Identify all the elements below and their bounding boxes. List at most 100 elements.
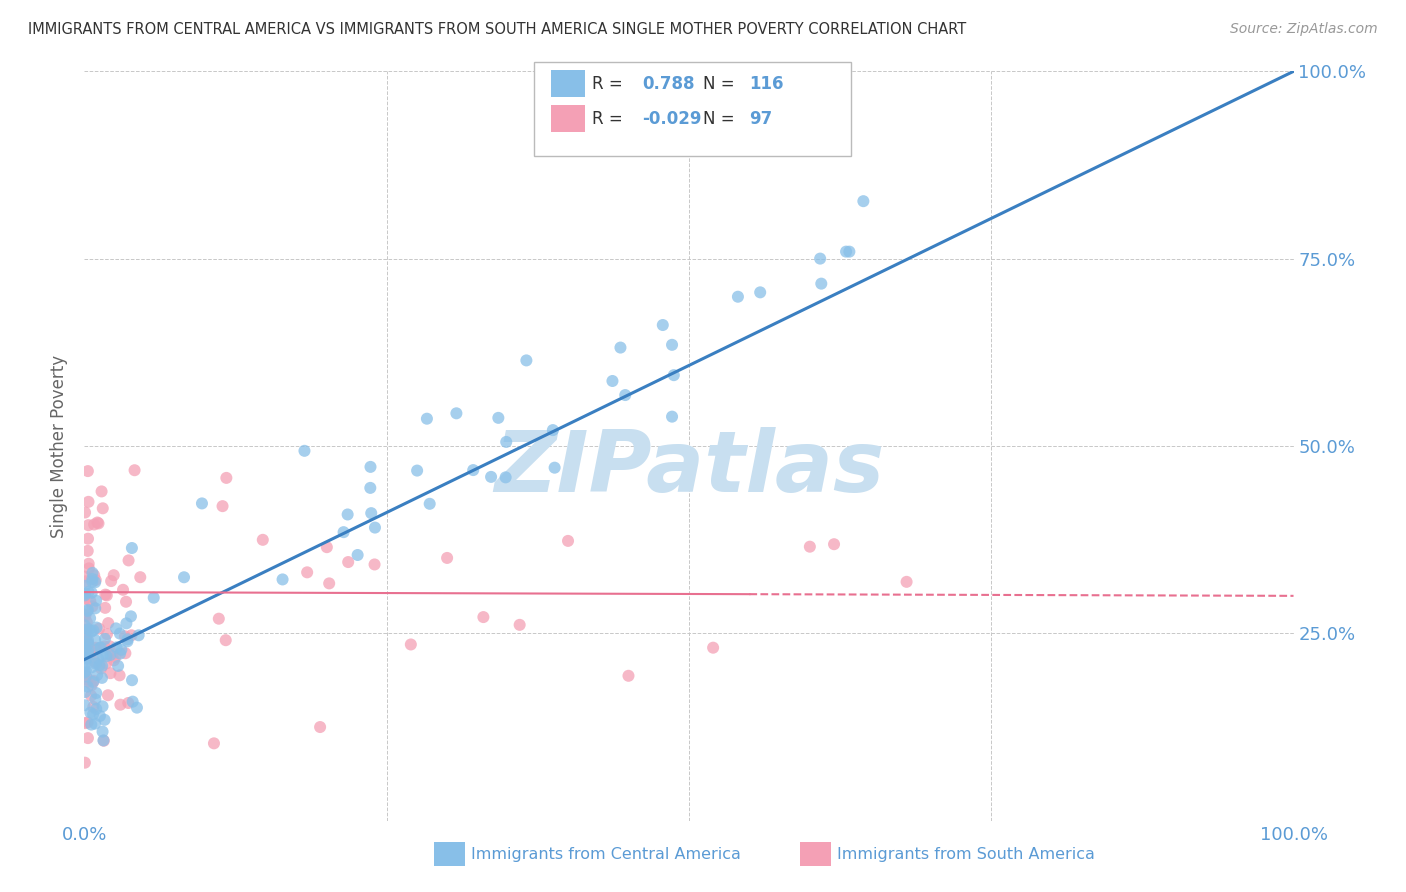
Point xyxy=(364,520,387,534)
Point xyxy=(76,674,98,689)
Point xyxy=(799,540,821,554)
Point xyxy=(472,610,495,624)
Point xyxy=(77,642,100,657)
Point xyxy=(117,634,139,648)
Point xyxy=(80,660,103,674)
Point xyxy=(810,277,832,291)
Point xyxy=(77,731,100,745)
Point xyxy=(75,632,97,646)
Point xyxy=(82,700,104,714)
Point xyxy=(602,374,624,388)
Point xyxy=(91,724,114,739)
Text: Source: ZipAtlas.com: Source: ZipAtlas.com xyxy=(1230,22,1378,37)
Point xyxy=(617,669,640,683)
Point xyxy=(121,541,143,555)
Point xyxy=(82,707,104,722)
Point xyxy=(89,709,111,723)
Point xyxy=(75,506,97,520)
Point xyxy=(73,607,96,622)
Point xyxy=(896,574,918,589)
Point xyxy=(399,638,422,652)
Point xyxy=(84,702,107,716)
Point xyxy=(77,603,100,617)
Point xyxy=(86,621,108,635)
Y-axis label: Single Mother Poverty: Single Mother Poverty xyxy=(51,354,69,538)
Point xyxy=(76,648,98,662)
Point xyxy=(73,665,96,680)
Point xyxy=(75,668,97,682)
Point xyxy=(84,593,107,607)
Point xyxy=(125,700,148,714)
Point xyxy=(75,650,97,665)
Point xyxy=(662,368,685,383)
Point xyxy=(77,585,100,599)
Point xyxy=(346,548,368,562)
Point xyxy=(87,516,110,531)
Point xyxy=(446,406,468,420)
Point xyxy=(835,244,858,259)
Text: R =: R = xyxy=(592,75,628,93)
Point xyxy=(749,285,772,300)
Point xyxy=(75,643,97,657)
Point xyxy=(96,649,118,664)
Point xyxy=(75,632,97,647)
Point xyxy=(124,463,146,477)
Point xyxy=(191,496,214,510)
Point xyxy=(108,647,131,661)
Point xyxy=(406,464,429,478)
Point xyxy=(82,566,104,580)
Point xyxy=(93,713,115,727)
Point xyxy=(271,573,294,587)
Point xyxy=(543,460,565,475)
Point xyxy=(495,434,517,449)
Point xyxy=(336,508,359,522)
Point xyxy=(479,470,502,484)
Point xyxy=(104,650,127,665)
Point xyxy=(91,501,114,516)
Point xyxy=(73,659,96,673)
Point xyxy=(96,657,118,671)
Point xyxy=(115,595,138,609)
Point xyxy=(103,653,125,667)
Point xyxy=(82,675,104,690)
Point xyxy=(76,715,98,730)
Point xyxy=(84,573,107,587)
Point xyxy=(107,659,129,673)
Point xyxy=(121,673,143,688)
Point xyxy=(101,647,124,661)
Point xyxy=(121,695,143,709)
Point xyxy=(97,616,120,631)
Point xyxy=(76,623,98,637)
Point xyxy=(98,648,121,662)
Point xyxy=(96,588,118,602)
Point xyxy=(82,624,104,638)
Point xyxy=(75,652,97,666)
Point xyxy=(84,575,107,590)
Point xyxy=(77,623,100,637)
Text: N =: N = xyxy=(703,110,740,128)
Point xyxy=(360,506,382,520)
Point xyxy=(77,518,100,533)
Point xyxy=(359,481,381,495)
Point xyxy=(100,666,122,681)
Point xyxy=(97,688,120,702)
Point xyxy=(103,568,125,582)
Point xyxy=(77,636,100,650)
Point xyxy=(79,706,101,720)
Point xyxy=(838,244,860,259)
Point xyxy=(120,628,142,642)
Point xyxy=(94,600,117,615)
Text: -0.029: -0.029 xyxy=(643,110,702,128)
Point xyxy=(114,629,136,643)
Point xyxy=(73,586,96,600)
Point xyxy=(76,680,98,694)
Point xyxy=(318,576,340,591)
Point xyxy=(76,544,98,558)
Point xyxy=(614,388,637,402)
Point xyxy=(114,646,136,660)
Point xyxy=(91,648,114,663)
Point xyxy=(315,540,337,554)
Point xyxy=(93,640,115,654)
Point xyxy=(87,651,110,665)
Text: N =: N = xyxy=(703,75,740,93)
